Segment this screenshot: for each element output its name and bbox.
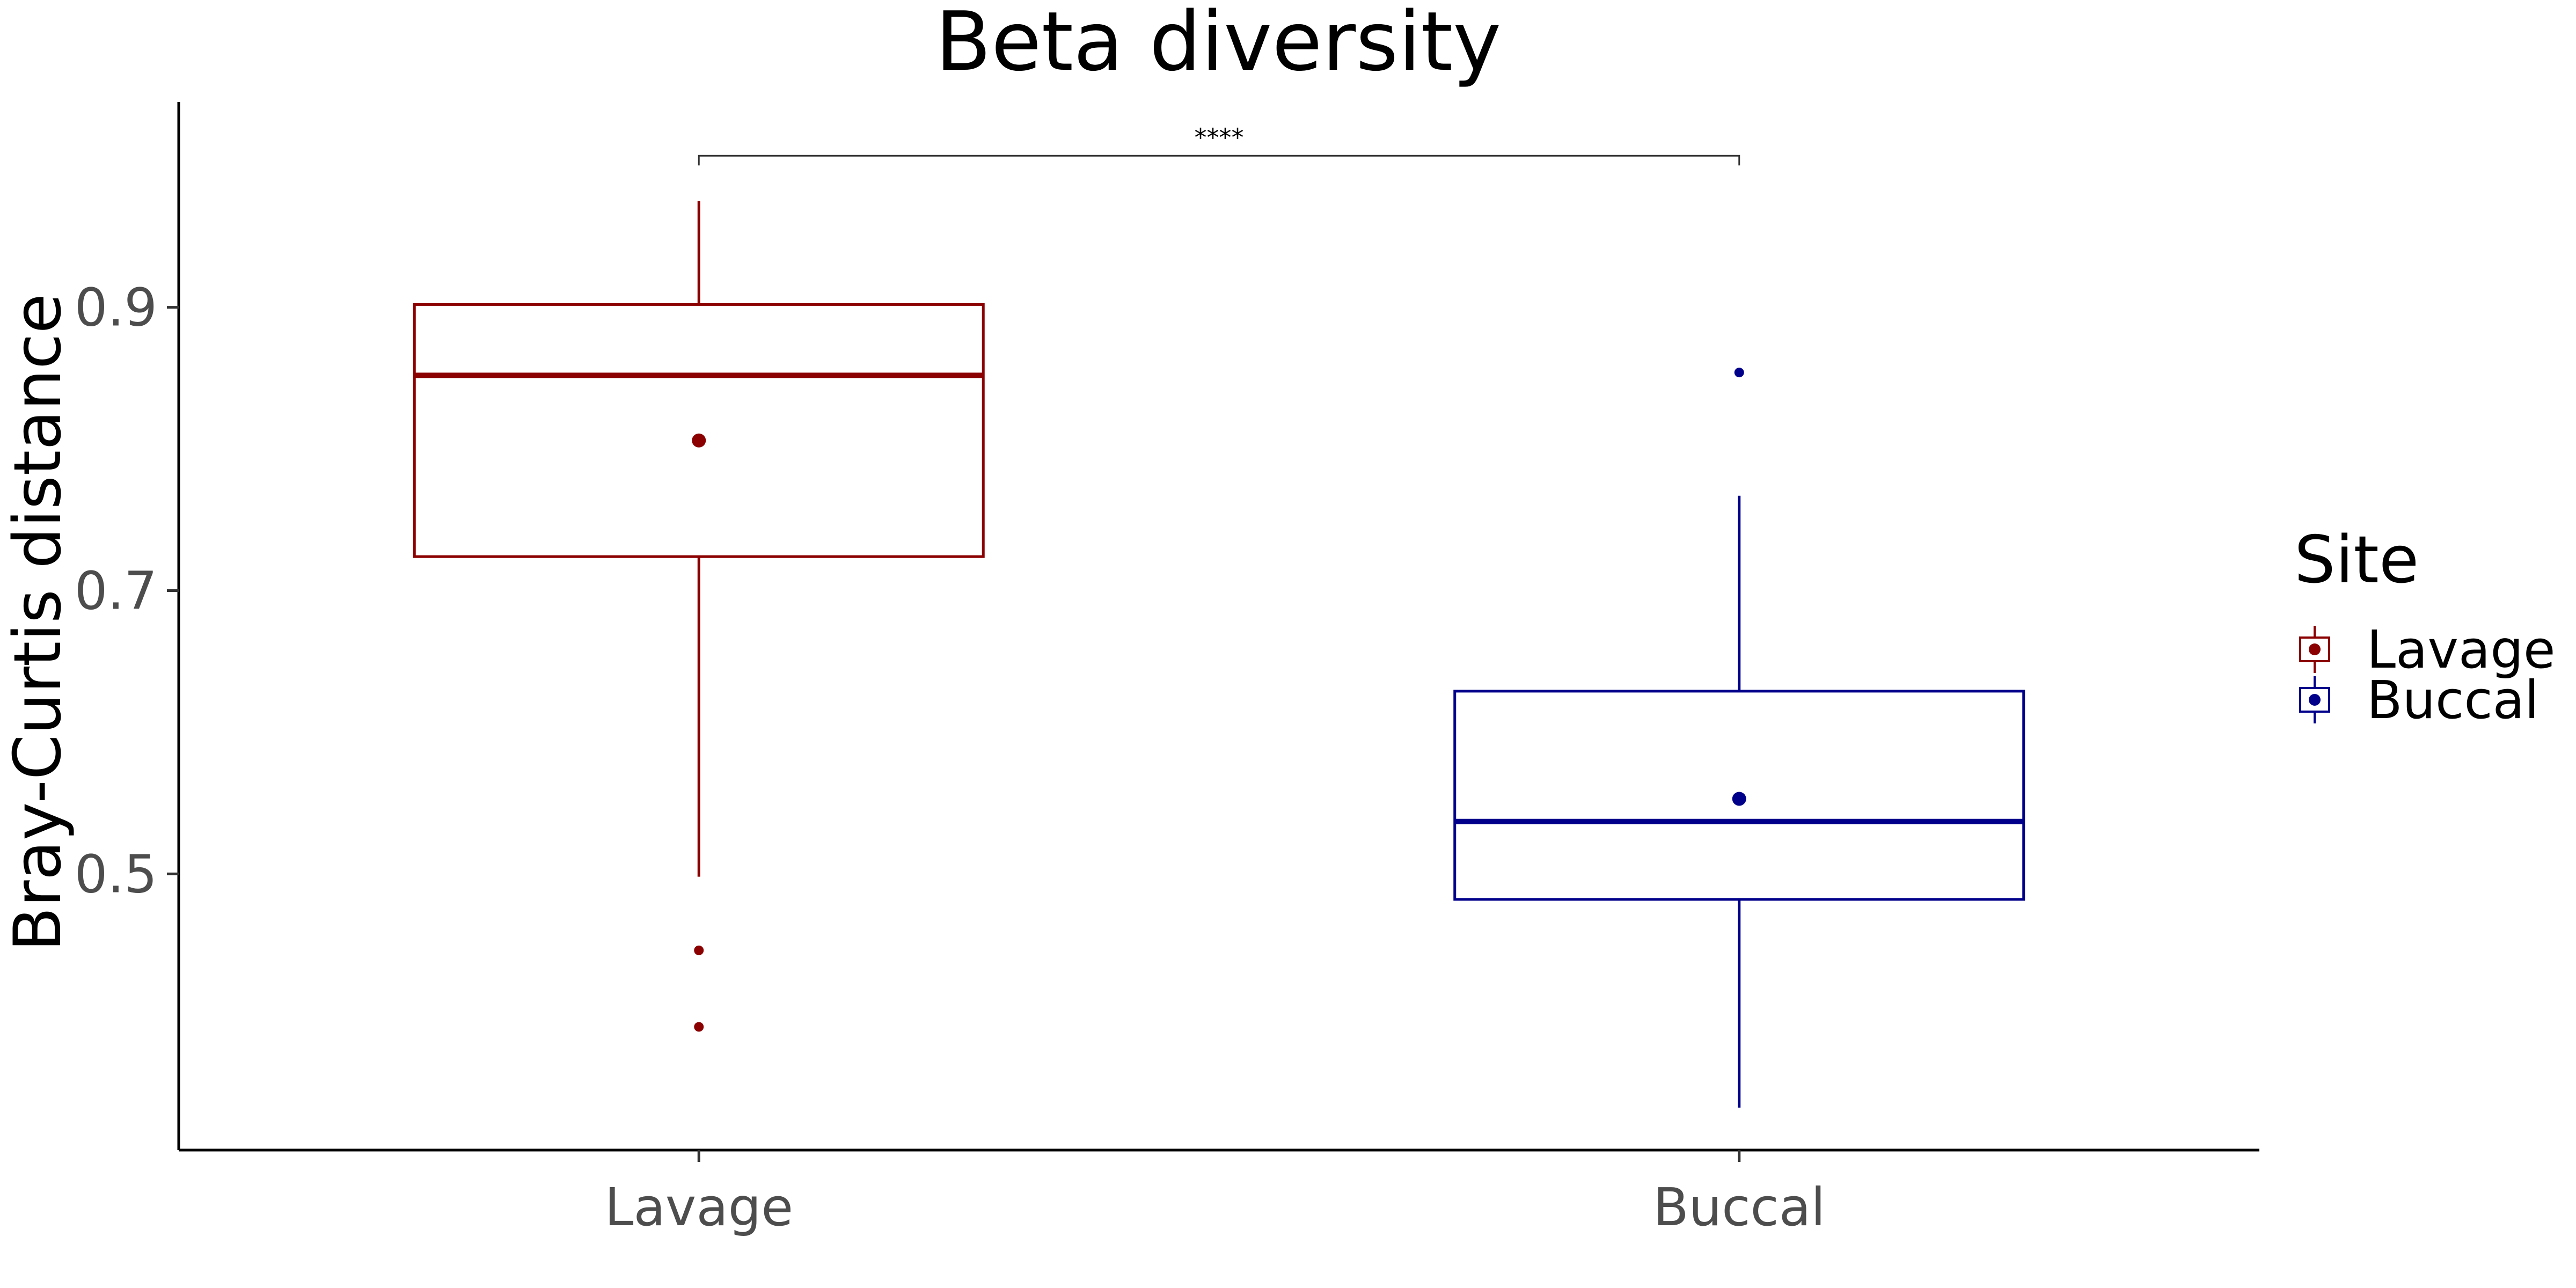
legend-key-buccal [2299, 676, 2330, 723]
outlier-point [694, 945, 704, 955]
mean-point [692, 433, 706, 448]
box-group-lavage [413, 201, 985, 1032]
bracket-line [698, 155, 1740, 166]
significance-bracket: **** [698, 123, 1740, 166]
significance-label: **** [1195, 123, 1244, 152]
x-tick-label: Lavage [604, 1177, 793, 1238]
y-tick-label: 0.5 [75, 844, 157, 904]
legend-title: Site [2294, 522, 2419, 598]
y-tick-label: 0.7 [75, 561, 157, 621]
mean-point [1732, 792, 1746, 806]
legend-dot [2309, 694, 2321, 706]
outlier-point [1734, 368, 1744, 378]
legend-key-lavage [2299, 626, 2330, 673]
chart-title: Beta diversity [935, 0, 1502, 89]
x-tick-label: Buccal [1653, 1177, 1825, 1238]
y-tick-label: 0.9 [75, 277, 157, 338]
legend-label: Buccal [2367, 670, 2539, 730]
axes: 0.5 0.7 0.9 Lavage Buccal [75, 102, 2259, 1238]
y-axis-title: Bray-Curtis distance [0, 294, 76, 952]
outlier-point [694, 1022, 704, 1032]
box-group-buccal [1453, 368, 2025, 1108]
plot-area: **** [413, 123, 2025, 1108]
legend-dot [2309, 643, 2321, 655]
legend-label: Lavage [2367, 619, 2556, 680]
box-iqr [413, 303, 985, 558]
